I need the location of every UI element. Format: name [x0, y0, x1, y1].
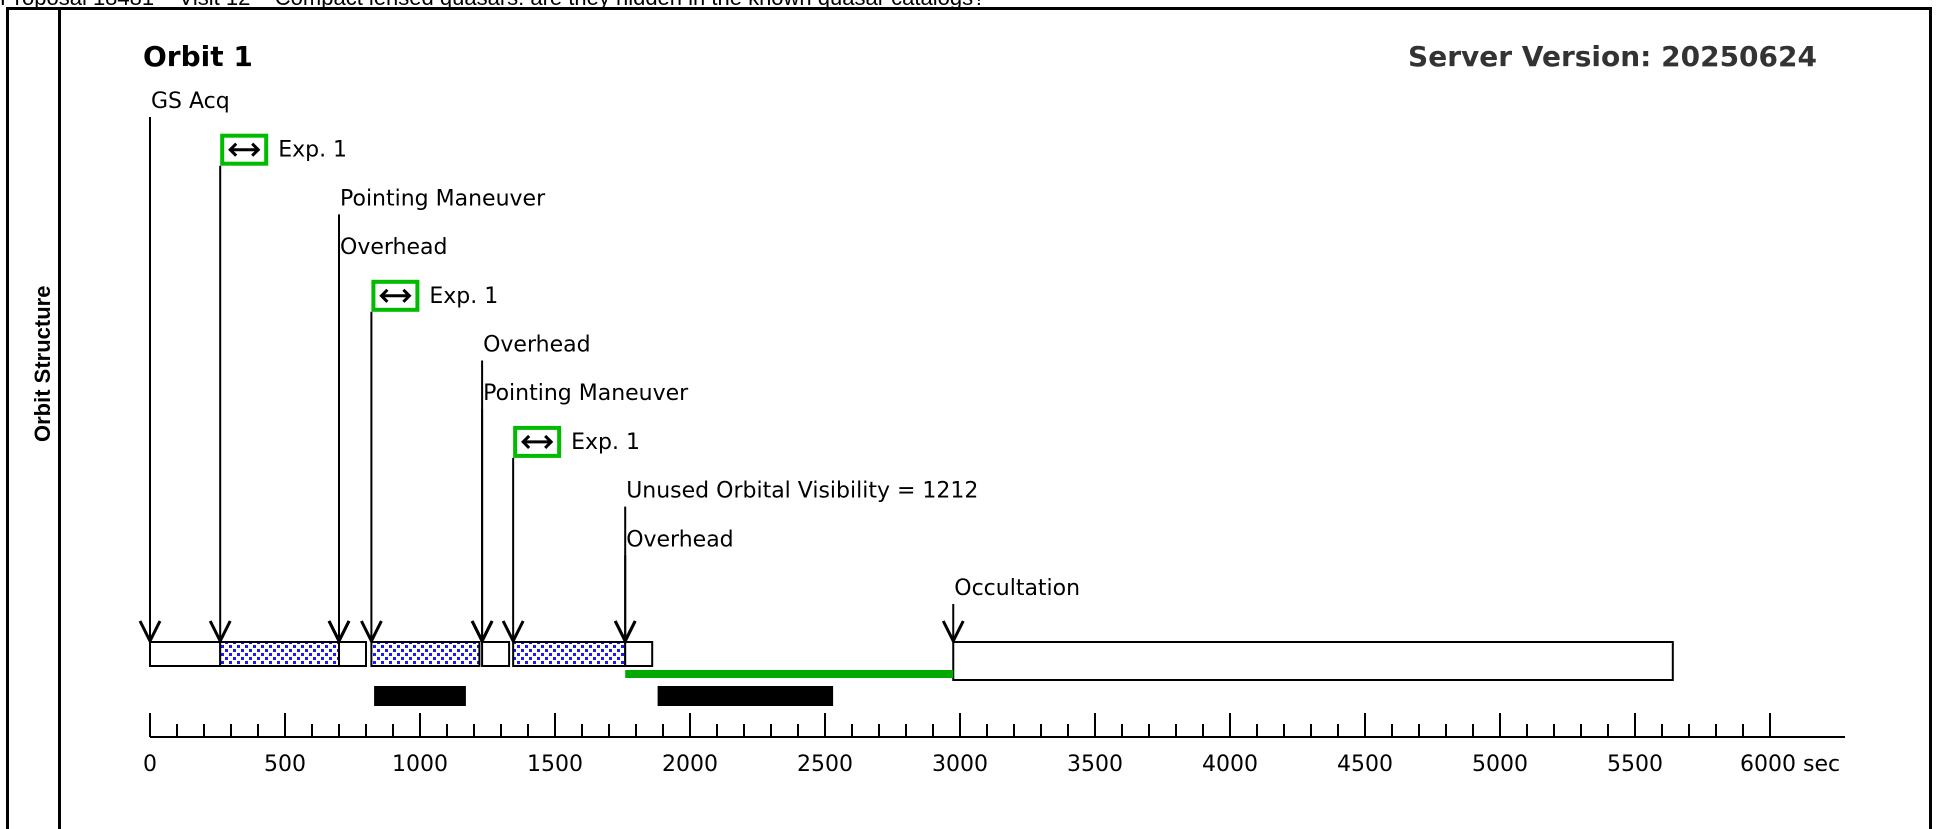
exposure-segment [219, 641, 340, 667]
axis-tick-label: 3500 [1067, 752, 1123, 777]
timeline-segments [149, 641, 1674, 706]
axis-tick-label: 5000 [1472, 752, 1528, 777]
axis-tick-label: 4000 [1202, 752, 1258, 777]
orbit-title: Orbit 1 [143, 40, 253, 73]
event-label: Exp. 1 [429, 284, 498, 309]
axis-tick-label: 2500 [797, 752, 853, 777]
proposal-header: Proposal 18481 – Visit 12 – Compact lens… [0, 0, 1939, 8]
event-label: Exp. 1 [278, 138, 347, 163]
exposure-icon [371, 279, 420, 312]
orbit-panel-frame [6, 7, 1932, 829]
event-label: Overhead [340, 235, 447, 260]
overhead-segment [481, 641, 511, 667]
axis-tick-label: 2000 [662, 752, 718, 777]
unused-visibility-bar [625, 670, 954, 678]
black-bar [374, 686, 466, 706]
event-label: Exp. 1 [571, 430, 640, 455]
event-label: Occultation [954, 576, 1080, 601]
event-label: GS Acq [151, 89, 230, 114]
axis-tick-label: 3000 [932, 752, 988, 777]
axis-tick-label: 5500 [1607, 752, 1663, 777]
server-version: Server Version: 20250624 [1408, 40, 1817, 73]
axis-tick-label: 6000 sec [1740, 752, 1840, 777]
event-label: Pointing Maneuver [340, 186, 546, 211]
axis-tick-label: 0 [143, 752, 157, 777]
axis-tick-label: 4500 [1337, 752, 1393, 777]
axis-tick-label: 1500 [527, 752, 583, 777]
event-label: Overhead [483, 333, 590, 358]
event-label: Unused Orbital Visibility = 1212 [626, 479, 978, 504]
exposure-segment [370, 641, 481, 667]
axis-tick-label: 500 [264, 752, 306, 777]
exposure-segment [512, 641, 627, 667]
exposure-icon [513, 425, 562, 458]
black-bar [657, 686, 834, 706]
occultation-segment [952, 641, 1674, 681]
event-label: Pointing Maneuver [483, 381, 689, 406]
time-axis: 0 500 1000 1500 2000 2500 3000 3500 4000 4500 5000… [143, 713, 1845, 777]
event-label: Overhead [626, 527, 733, 552]
overhead-segment [338, 641, 367, 667]
axis-tick-label: 1000 [392, 752, 448, 777]
event-markers: GS Acq Exp. 1 Pointing Maneuver Overhead Exp… [138, 89, 1080, 645]
overhead-segment [624, 641, 654, 667]
overhead-segment [149, 641, 222, 667]
exposure-icon [220, 133, 269, 166]
side-panel [6, 7, 61, 829]
